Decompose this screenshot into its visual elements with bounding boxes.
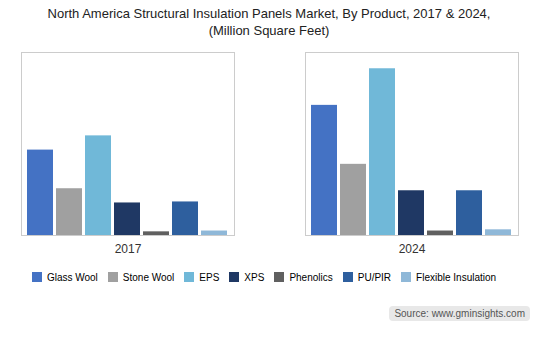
html-text:Glass Wool: Glass Wool: [46, 271, 98, 283]
html-text:PU/PIR: PU/PIR: [357, 271, 392, 283]
html-text:Stone Wool: Stone Wool: [122, 271, 175, 283]
html-text:Phenolics: Phenolics: [289, 271, 333, 283]
html-text:EPS: EPS: [199, 271, 220, 283]
svg-text:2017: 2017: [115, 242, 142, 256]
html-text:North America Structural Insul: North America Structural Insulation Pane…: [47, 6, 491, 38]
html-text:Source: www.gminsights.com: Source: www.gminsights.com: [394, 307, 525, 319]
html-text:XPS: XPS: [244, 271, 265, 283]
svg-text:2024: 2024: [399, 242, 426, 256]
html-text:Flexible Insulation: Flexible Insulation: [416, 271, 497, 283]
